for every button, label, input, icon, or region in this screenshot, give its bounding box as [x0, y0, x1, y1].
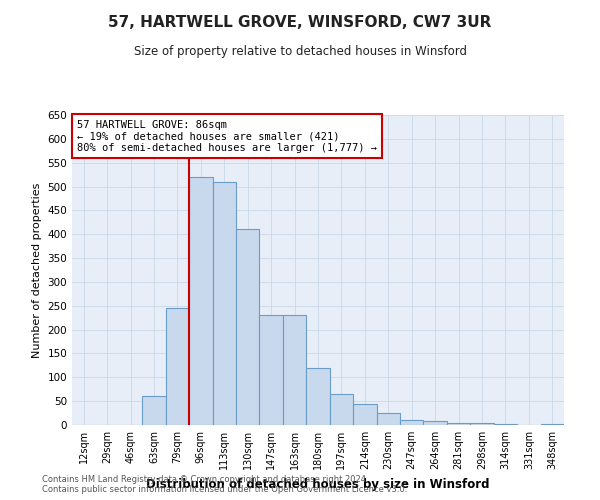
- Text: 57 HARTWELL GROVE: 86sqm
← 19% of detached houses are smaller (421)
80% of semi-: 57 HARTWELL GROVE: 86sqm ← 19% of detach…: [77, 120, 377, 153]
- Bar: [189, 177, 212, 425]
- Bar: [470, 422, 494, 425]
- Text: 57, HARTWELL GROVE, WINSFORD, CW7 3UR: 57, HARTWELL GROVE, WINSFORD, CW7 3UR: [109, 15, 491, 30]
- Bar: [447, 422, 470, 425]
- Bar: [353, 404, 377, 425]
- Bar: [259, 316, 283, 425]
- Bar: [424, 421, 447, 425]
- Bar: [330, 394, 353, 425]
- Bar: [142, 396, 166, 425]
- Bar: [306, 368, 330, 425]
- Text: Contains HM Land Registry data © Crown copyright and database right 2024.: Contains HM Land Registry data © Crown c…: [42, 476, 368, 484]
- Bar: [236, 230, 259, 425]
- Y-axis label: Number of detached properties: Number of detached properties: [32, 182, 42, 358]
- Bar: [283, 316, 306, 425]
- Bar: [212, 182, 236, 425]
- Bar: [377, 413, 400, 425]
- Bar: [494, 424, 517, 425]
- Text: Contains public sector information licensed under the Open Government Licence v3: Contains public sector information licen…: [42, 486, 407, 494]
- Bar: [400, 420, 424, 425]
- Text: Size of property relative to detached houses in Winsford: Size of property relative to detached ho…: [133, 45, 467, 58]
- Bar: [541, 424, 564, 425]
- X-axis label: Distribution of detached houses by size in Winsford: Distribution of detached houses by size …: [146, 478, 490, 490]
- Bar: [166, 308, 189, 425]
